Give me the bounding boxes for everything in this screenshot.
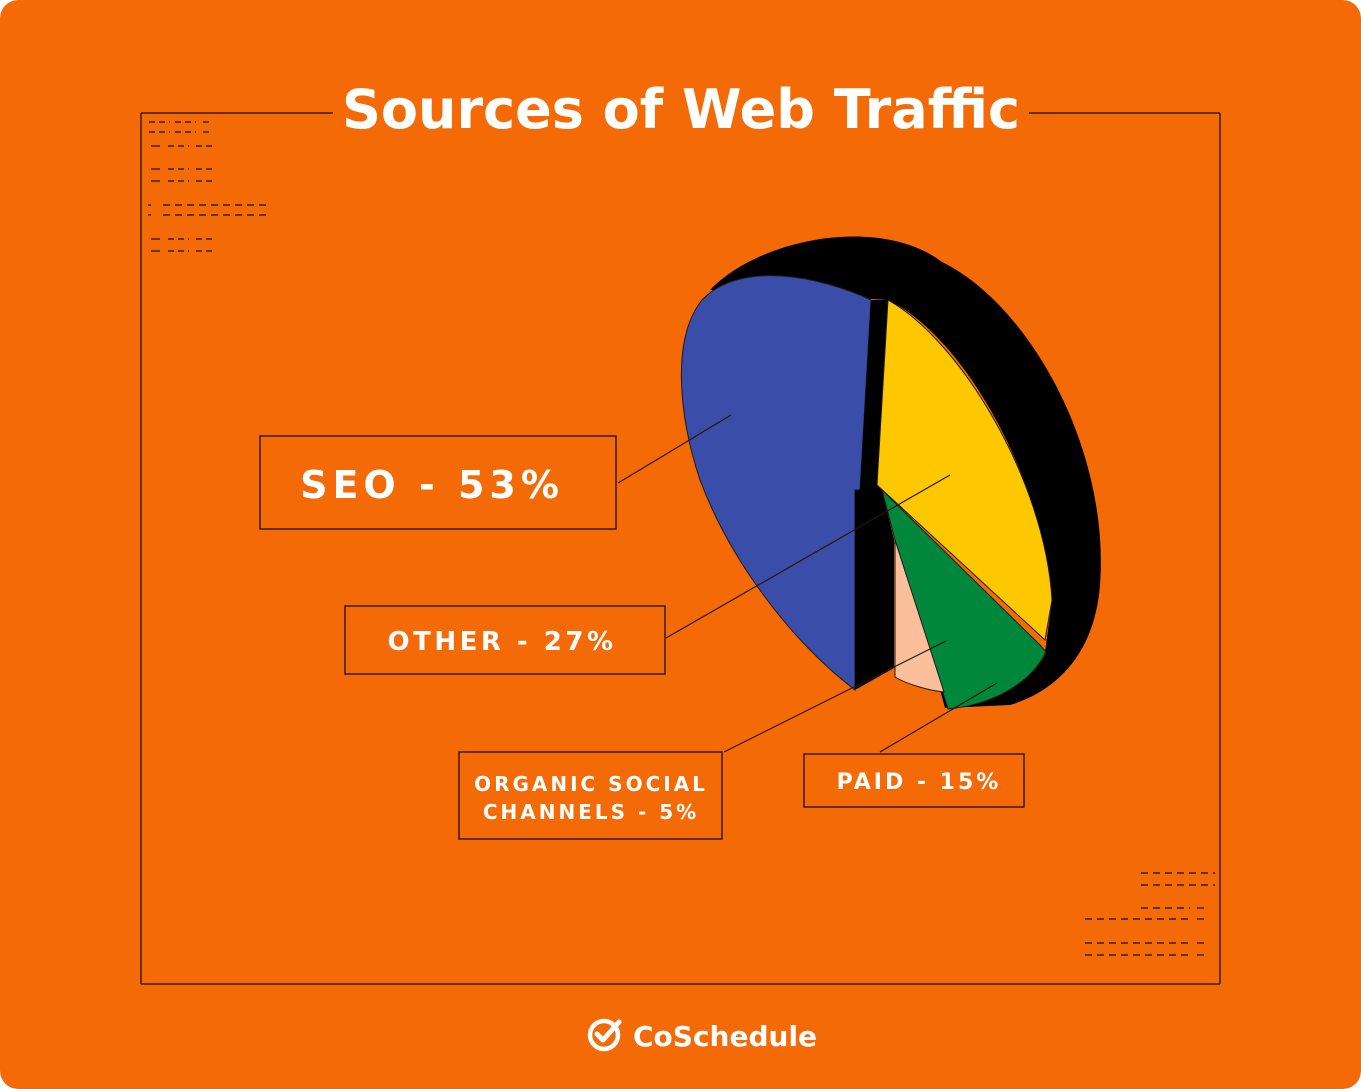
pie-slice-other bbox=[876, 299, 1053, 641]
label-organic-social-line1: ORGANIC SOCIAL bbox=[474, 772, 708, 796]
label-seo-text: SEO - 53% bbox=[300, 463, 564, 507]
label-organic-social: ORGANIC SOCIAL CHANNELS - 5% bbox=[458, 751, 723, 840]
pie-chart bbox=[680, 236, 1101, 710]
pie-slice-seo bbox=[680, 275, 872, 692]
label-seo: SEO - 53% bbox=[259, 435, 617, 530]
label-paid: PAID - 15% bbox=[803, 753, 1025, 808]
brand-name: CoSchedule bbox=[633, 1020, 817, 1053]
decorative-dashes-bottom-right bbox=[1085, 872, 1215, 956]
check-circle-icon bbox=[587, 1018, 622, 1052]
pie-slice-paid bbox=[881, 488, 1047, 710]
decorative-dashes-top-left bbox=[148, 121, 266, 252]
label-organic-social-line2: CHANNELS - 5% bbox=[483, 800, 699, 824]
frame bbox=[140, 112, 1221, 985]
brand-logo: CoSchedule bbox=[587, 1018, 817, 1053]
label-other-text: OTHER - 27% bbox=[387, 627, 616, 657]
pie-slice-organic-social bbox=[894, 539, 945, 693]
pie-slice-divider bbox=[855, 300, 894, 690]
label-other: OTHER - 27% bbox=[344, 605, 666, 675]
pie-depth bbox=[710, 236, 1101, 708]
leader-lines bbox=[617, 414, 998, 753]
chart-title: Sources of Web Traffic bbox=[342, 78, 1020, 141]
label-paid-text: PAID - 15% bbox=[837, 770, 1002, 795]
